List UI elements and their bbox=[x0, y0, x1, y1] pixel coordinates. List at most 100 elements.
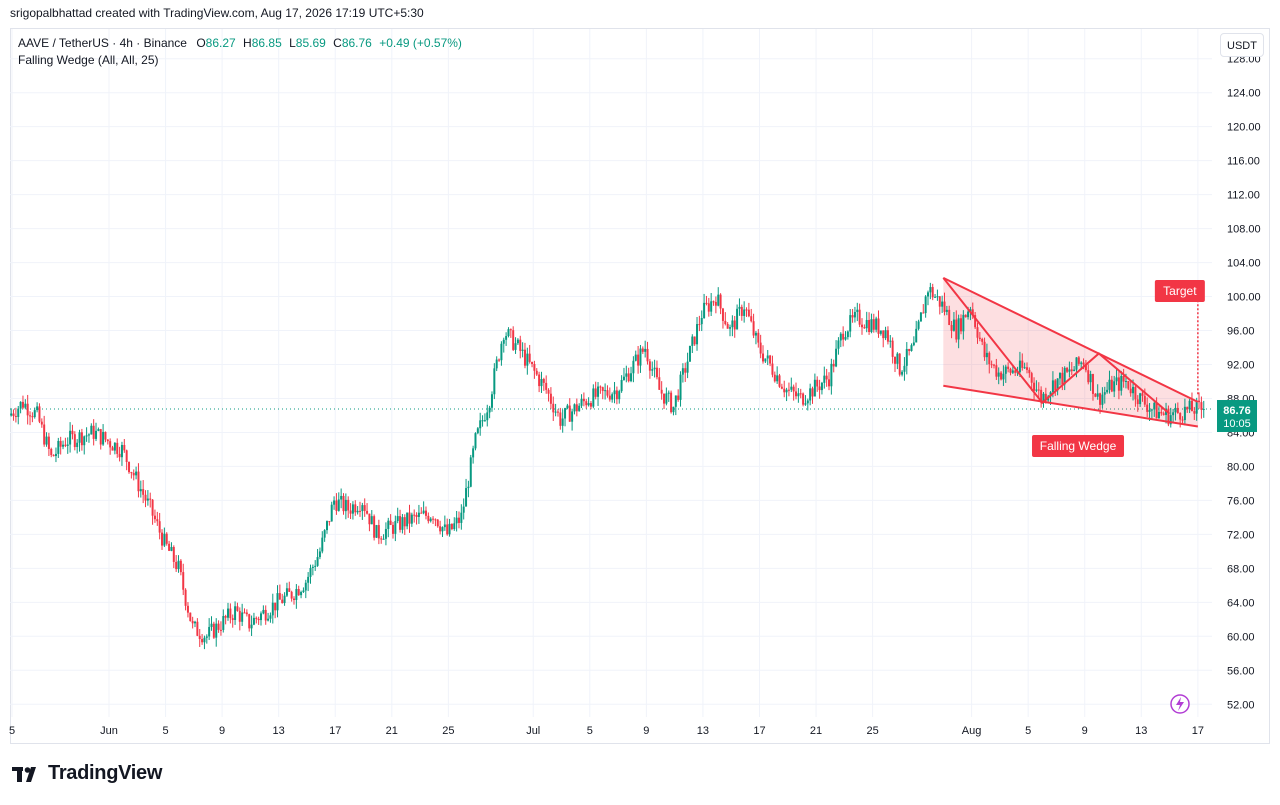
candle-body bbox=[406, 512, 409, 527]
candle-body bbox=[811, 388, 814, 397]
candle-body bbox=[806, 400, 809, 404]
price-tick-label: 76.00 bbox=[1227, 495, 1255, 507]
candle-body bbox=[500, 343, 503, 361]
candle-body bbox=[1051, 380, 1054, 393]
candle-body bbox=[156, 519, 159, 522]
candle-body bbox=[762, 353, 765, 362]
countdown-text: 10:05 bbox=[1223, 418, 1251, 430]
candle-body bbox=[538, 374, 541, 387]
candle-body bbox=[198, 635, 201, 640]
candle-body bbox=[384, 528, 387, 539]
candle-body bbox=[931, 287, 934, 298]
candle-body bbox=[486, 412, 489, 421]
candle-body bbox=[712, 301, 715, 303]
lightning-icon[interactable] bbox=[1170, 694, 1190, 714]
candle-body bbox=[1066, 367, 1069, 372]
candle-body bbox=[73, 434, 76, 448]
candle-body bbox=[797, 393, 800, 397]
candle-body bbox=[990, 364, 993, 366]
candle-body bbox=[333, 500, 336, 505]
candle-body bbox=[580, 398, 583, 406]
candle-body bbox=[912, 342, 915, 346]
candle-body bbox=[1132, 386, 1135, 394]
candle-body bbox=[1200, 402, 1203, 410]
candle-body bbox=[36, 406, 39, 411]
candle-body bbox=[38, 406, 41, 422]
candle-body bbox=[455, 517, 458, 524]
candle-body bbox=[269, 615, 272, 619]
candle-body bbox=[1139, 393, 1142, 405]
price-tick-label: 116.00 bbox=[1227, 156, 1260, 168]
candle-body bbox=[469, 457, 472, 487]
candle-body bbox=[158, 521, 161, 533]
candle-body bbox=[394, 521, 397, 534]
candle-body bbox=[120, 444, 123, 458]
candle-body bbox=[1106, 389, 1109, 393]
candle-body bbox=[396, 516, 399, 522]
candle-body bbox=[318, 551, 321, 558]
candle-body bbox=[410, 514, 413, 524]
candle-body bbox=[1174, 407, 1177, 413]
candle-body bbox=[587, 403, 590, 406]
candle-body bbox=[766, 355, 769, 359]
time-tick-label: 25 bbox=[866, 725, 878, 737]
candle-body bbox=[278, 593, 281, 600]
candle-body bbox=[686, 361, 689, 373]
candle-body bbox=[561, 418, 564, 426]
time-tick-label: 13 bbox=[1135, 725, 1147, 737]
candle-body bbox=[427, 515, 430, 522]
currency-button[interactable]: USDT bbox=[1220, 33, 1264, 57]
low-label: L bbox=[289, 36, 296, 50]
close-label: C bbox=[333, 36, 342, 50]
candle-body bbox=[985, 352, 988, 358]
candle-body bbox=[1030, 373, 1033, 383]
candle-body bbox=[325, 521, 328, 531]
candle-body bbox=[1108, 379, 1111, 390]
candle-body bbox=[974, 315, 977, 328]
candle-body bbox=[981, 338, 984, 342]
candle-body bbox=[908, 349, 911, 351]
candle-body bbox=[875, 318, 878, 330]
candle-body bbox=[276, 593, 279, 611]
wedge-zigzag bbox=[942, 277, 1171, 415]
tradingview-logo[interactable]: TradingView bbox=[12, 762, 162, 785]
price-tick-label: 56.00 bbox=[1227, 665, 1255, 677]
symbol-label[interactable]: AAVE / TetherUS · 4h · Binance bbox=[18, 36, 187, 50]
candle-body bbox=[754, 332, 757, 336]
candle-body bbox=[118, 453, 121, 458]
candle-body bbox=[950, 324, 953, 331]
candle-body bbox=[1058, 372, 1061, 379]
candle-body bbox=[375, 525, 378, 538]
indicator-label[interactable]: Falling Wedge (All, All, 25) bbox=[18, 53, 159, 67]
candle-body bbox=[710, 301, 713, 312]
candle-body bbox=[858, 309, 861, 325]
candle-body bbox=[1120, 376, 1123, 391]
candle-body bbox=[203, 637, 206, 643]
candle-body bbox=[736, 308, 739, 330]
candle-body bbox=[1162, 413, 1165, 415]
candle-body bbox=[870, 319, 873, 333]
candle-body bbox=[757, 332, 760, 343]
candle-body bbox=[474, 433, 477, 449]
candle-body bbox=[589, 403, 592, 407]
candle-body bbox=[700, 318, 703, 325]
candle-body bbox=[12, 413, 15, 417]
candle-body bbox=[479, 420, 482, 429]
candle-body bbox=[450, 523, 453, 530]
price-tick-label: 68.00 bbox=[1227, 563, 1255, 575]
candle-body bbox=[816, 379, 819, 387]
candle-body bbox=[1167, 408, 1170, 425]
candle-body bbox=[825, 375, 828, 380]
candle-body bbox=[514, 343, 517, 350]
candle-body bbox=[731, 320, 734, 328]
candle-body bbox=[1176, 407, 1179, 413]
candle-body bbox=[1155, 402, 1158, 419]
candle-body bbox=[738, 306, 741, 309]
candle-body bbox=[488, 407, 491, 413]
candle-body bbox=[90, 425, 93, 435]
candle-body bbox=[681, 368, 684, 375]
candle-body bbox=[648, 361, 651, 371]
candle-body bbox=[161, 532, 164, 546]
